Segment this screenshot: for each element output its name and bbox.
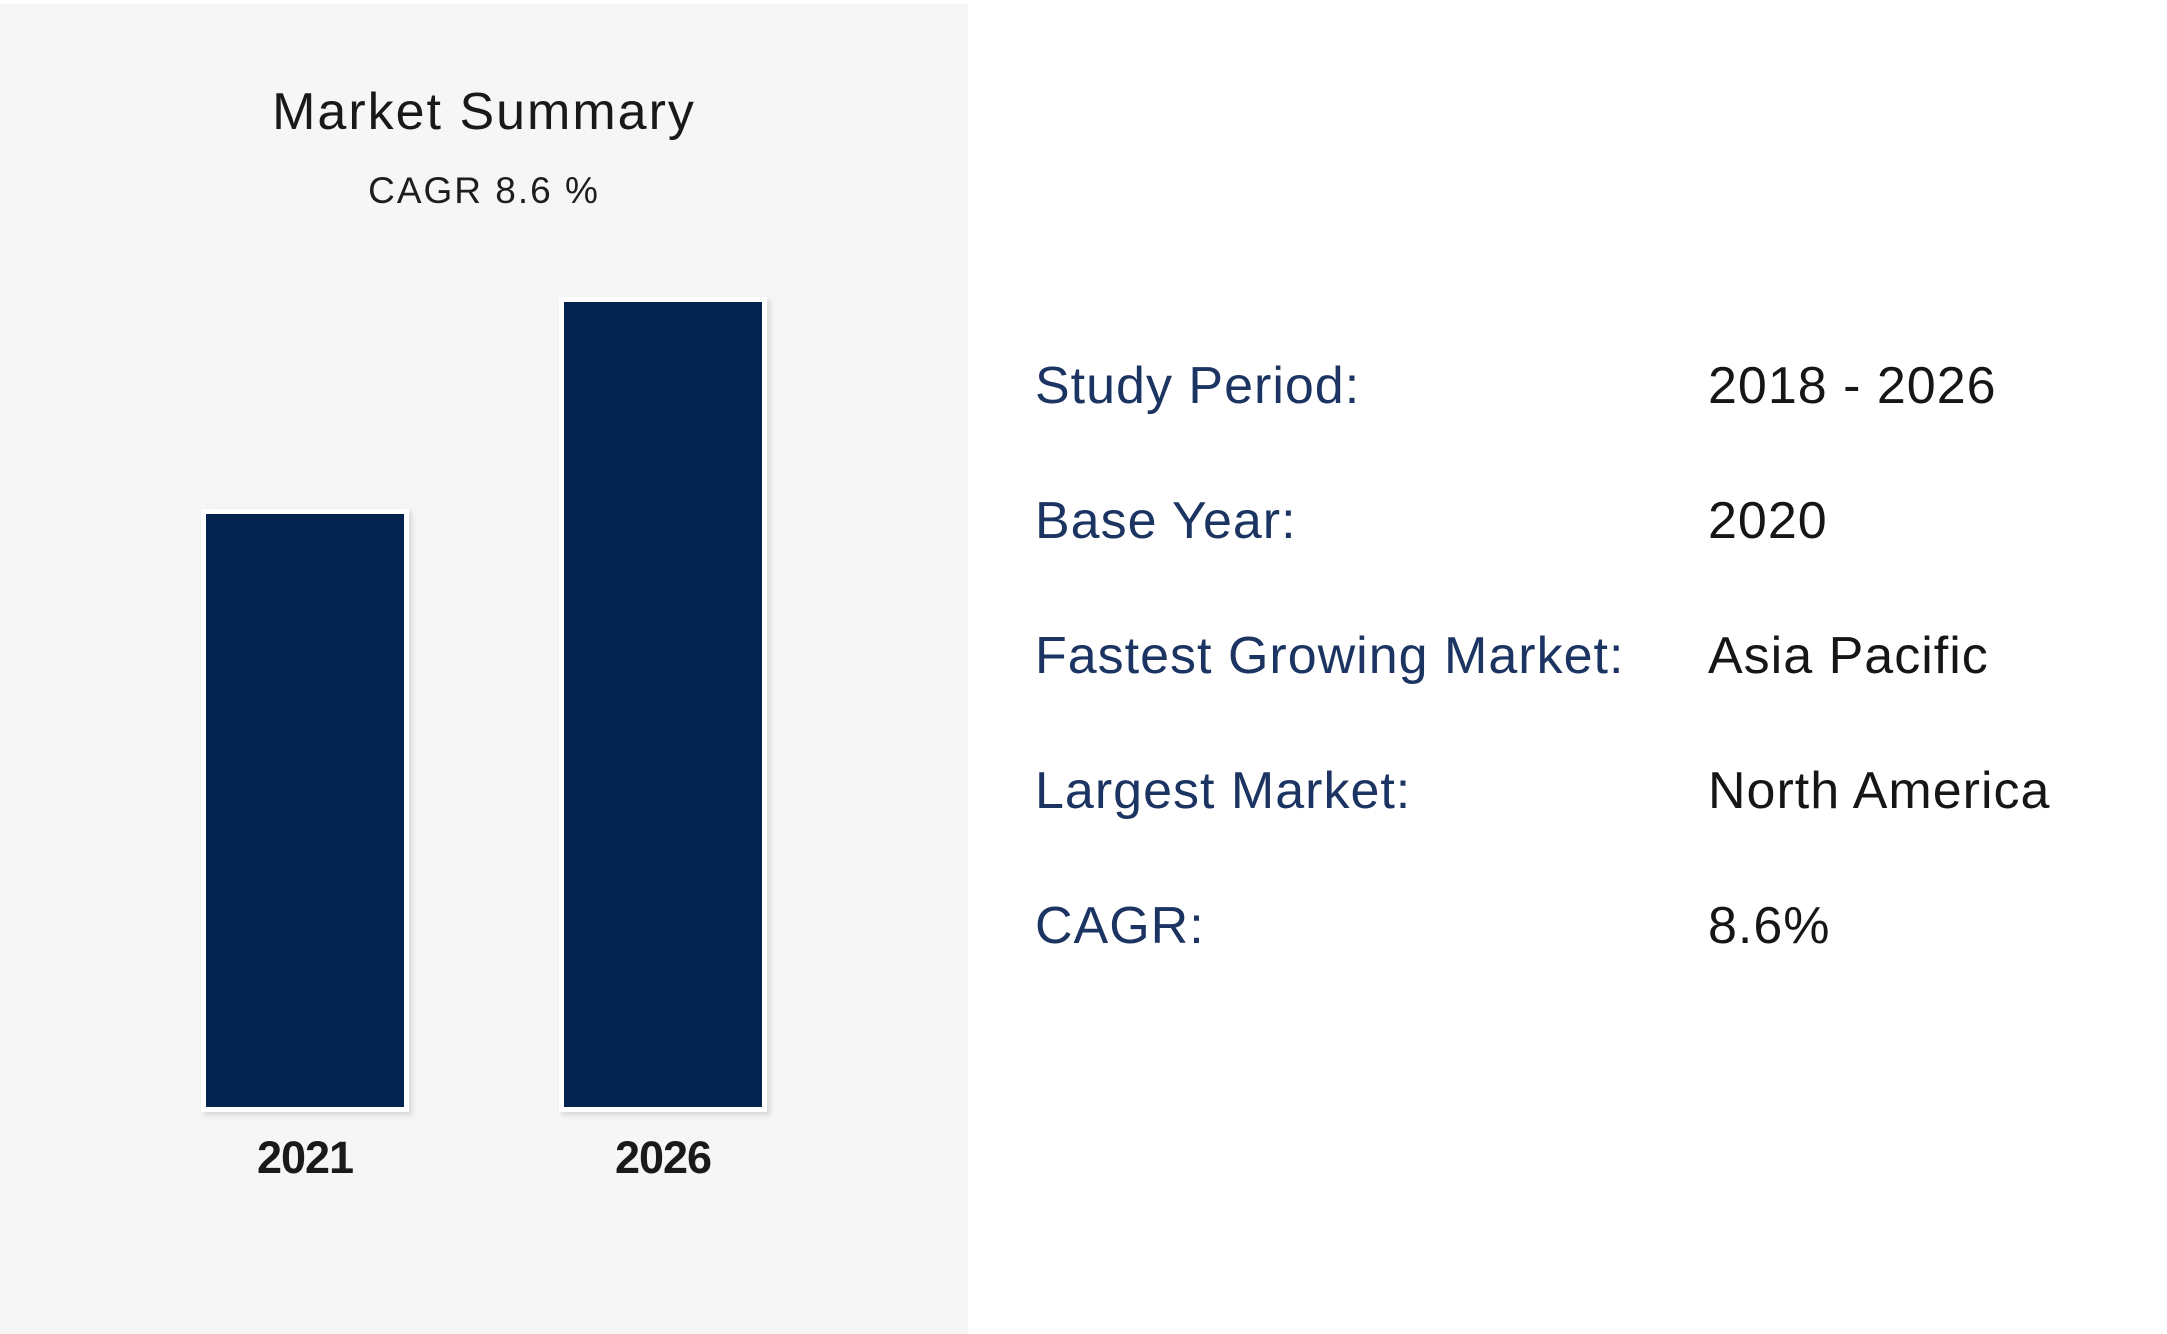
x-axis-labels: 2021 2026 — [0, 1132, 968, 1184]
fact-row: Largest Market: North America — [1035, 763, 2135, 819]
fact-value: 2020 — [1708, 492, 1828, 550]
x-axis-label-2026: 2026 — [614, 1132, 712, 1183]
fact-value: North America — [1708, 762, 2051, 820]
key-facts-list: Study Period: 2018 - 2026 Base Year: 2020 Fa… — [1035, 358, 2135, 1033]
chart-title: Market Summary — [272, 83, 696, 141]
x-axis-label-2021: 2021 — [256, 1132, 354, 1183]
fact-label: Study Period: — [1035, 357, 1361, 415]
fact-value: 8.6% — [1708, 897, 1831, 955]
fact-label: CAGR: — [1035, 897, 1205, 955]
fact-row: CAGR: 8.6% — [1035, 898, 2135, 954]
bar-2021 — [201, 508, 409, 1112]
fact-label: Largest Market: — [1035, 762, 1412, 820]
fact-row: Base Year: 2020 — [1035, 493, 2135, 549]
fact-label: Fastest Growing Market: — [1035, 627, 1625, 685]
fact-row: Study Period: 2018 - 2026 — [1035, 358, 2135, 414]
bar-chart-plot — [0, 297, 968, 1112]
chart-subtitle-cagr: CAGR 8.6 % — [368, 170, 600, 211]
fact-row: Fastest Growing Market: Asia Pacific — [1035, 628, 2135, 684]
chart-panel: Market Summary CAGR 8.6 % 2021 2026 — [0, 4, 968, 1334]
fact-value: 2018 - 2026 — [1708, 357, 1997, 415]
bar-2026 — [559, 297, 767, 1112]
fact-value: Asia Pacific — [1708, 627, 1989, 685]
fact-label: Base Year: — [1035, 492, 1297, 550]
